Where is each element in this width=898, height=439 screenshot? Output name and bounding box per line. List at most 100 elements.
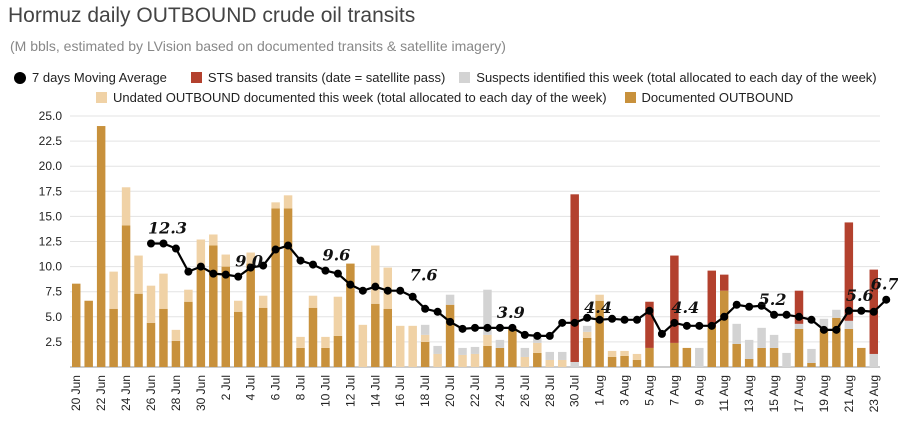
moving-average-point (869, 307, 878, 316)
moving-average-point (782, 310, 791, 319)
bar-sts (844, 222, 854, 321)
moving-average-point (358, 286, 367, 295)
bar-documented (196, 267, 206, 367)
bar-suspects (769, 334, 779, 348)
bar-documented (832, 317, 841, 367)
bar-suspects (495, 339, 505, 348)
bar-suspects (582, 325, 592, 332)
moving-average-annotation: 9.6 (322, 246, 350, 265)
bar-undated (358, 324, 368, 367)
bar-documented (595, 300, 604, 367)
moving-average-point (383, 286, 392, 295)
moving-average-point (333, 269, 342, 278)
bar-documented (607, 356, 617, 367)
bar-undated (458, 354, 467, 367)
moving-average-point (620, 315, 629, 324)
bar-documented (221, 266, 231, 367)
moving-average-point (171, 244, 180, 253)
bar-documented (209, 245, 218, 367)
legend-row-2: Undated OUTBOUND documented this week (t… (96, 90, 803, 105)
moving-average-point (770, 310, 779, 319)
bar-undated (308, 295, 318, 308)
moving-average-point (147, 239, 155, 248)
bar-undated (184, 289, 193, 302)
bar-documented (171, 340, 181, 367)
x-tick-label: 5 Aug (642, 375, 656, 406)
moving-average-point (309, 260, 317, 269)
bar-undated (196, 239, 206, 268)
legend-sts-swatch-icon (190, 72, 202, 83)
moving-average-point (421, 304, 430, 313)
legend-documented: Documented OUTBOUND (624, 90, 794, 105)
bar-documented (744, 358, 754, 367)
legend-suspects: Suspects identified this week (total all… (459, 70, 877, 85)
bar-undated (533, 342, 542, 353)
moving-average-point (471, 323, 479, 332)
moving-average-point (284, 241, 293, 250)
x-tick-label: 15 Aug (767, 375, 781, 412)
moving-average-annotation: 5.6 (846, 286, 874, 305)
moving-average-point (159, 239, 168, 248)
bar-undated (470, 353, 480, 367)
bar-documented (533, 352, 542, 367)
moving-average-point (234, 272, 243, 281)
moving-average-point (321, 266, 330, 275)
x-tick-label: 2 Jul (219, 375, 233, 400)
bar-sts (645, 301, 654, 348)
moving-average-point (608, 314, 617, 323)
bar-undated (159, 273, 168, 309)
bar-documented (582, 337, 592, 367)
moving-average-point (558, 318, 567, 327)
moving-average-point (595, 315, 604, 324)
legend-suspects-label: Suspects identified this week (total all… (476, 70, 877, 85)
bar-suspects (433, 345, 442, 354)
x-tick-label: 14 Jul (368, 375, 382, 407)
moving-average-point (657, 329, 666, 338)
bar-suspects (794, 323, 804, 329)
bar-undated (557, 359, 567, 367)
bar-documented (844, 328, 854, 367)
x-tick-label: 9 Aug (692, 375, 706, 406)
bar-documented (271, 208, 280, 367)
bar-undated (296, 336, 305, 348)
legend-ma: 7 days Moving Average (14, 70, 167, 85)
moving-average-point (682, 321, 691, 330)
bar-undated (233, 300, 243, 312)
bar-documented (807, 362, 816, 367)
bar-suspects (483, 289, 492, 335)
moving-average-point (720, 312, 729, 321)
bar-undated (420, 334, 430, 342)
moving-average-point (745, 302, 754, 311)
moving-average-point (570, 318, 579, 327)
x-tick-label: 16 Jul (393, 375, 407, 407)
bar-documented (321, 347, 330, 367)
bar-documented (84, 300, 93, 367)
x-tick-label: 24 Jun (119, 375, 133, 411)
moving-average-point (396, 286, 405, 295)
bar-documented (620, 355, 629, 367)
moving-average-point (209, 269, 218, 278)
y-tick-label: 17.5 (39, 184, 63, 198)
bar-suspects (470, 346, 480, 354)
x-tick-label: 26 Jul (518, 375, 532, 407)
bar-documented (670, 342, 679, 367)
moving-average-point (670, 318, 679, 327)
moving-average-point (296, 256, 305, 265)
x-tick-label: 8 Jul (294, 375, 308, 400)
bar-documented (333, 335, 343, 367)
legend-row-1: 7 days Moving Average STS based transits… (14, 70, 887, 85)
moving-average-annotation: 12.3 (148, 219, 187, 238)
moving-average-point (807, 315, 816, 324)
bar-suspects (732, 323, 741, 344)
bar-undated (595, 294, 604, 301)
legend-documented-label: Documented OUTBOUND (641, 90, 794, 105)
bar-sts (670, 255, 679, 343)
moving-average-annotation: 3.9 (497, 303, 525, 322)
bar-suspects (545, 351, 555, 360)
bar-documented (769, 347, 779, 367)
bar-suspects (844, 320, 854, 329)
chart-subtitle: (M bbls, estimated by LVision based on d… (10, 38, 506, 54)
x-tick-label: 1 Aug (593, 375, 607, 406)
moving-average-point (857, 306, 866, 315)
bar-undated (395, 325, 405, 367)
